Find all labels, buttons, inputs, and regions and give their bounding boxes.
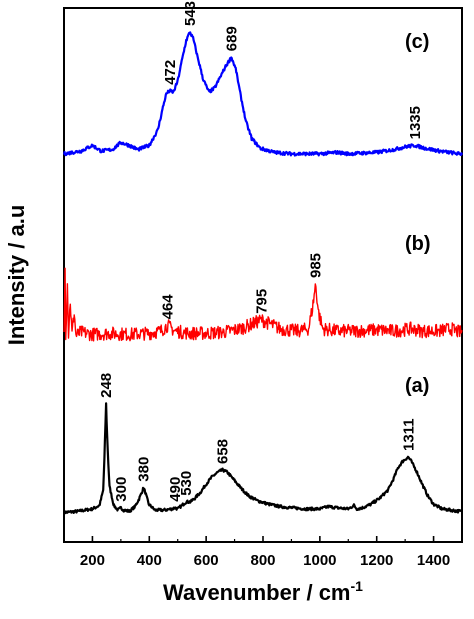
panel-label: (c) bbox=[405, 31, 429, 53]
peak-label: 543 bbox=[182, 1, 199, 26]
x-tick-label: 1200 bbox=[360, 552, 393, 569]
x-tick-label: 600 bbox=[194, 552, 219, 569]
peak-label: 1311 bbox=[400, 418, 417, 451]
panel-label: (a) bbox=[405, 375, 429, 397]
peak-label: 380 bbox=[136, 457, 153, 482]
panel-labels: (a) (b) (c) bbox=[405, 31, 431, 397]
y-axis-title: Intensity / a.u bbox=[4, 205, 29, 346]
peak-label: 490 bbox=[167, 477, 184, 502]
peak-label: 689 bbox=[223, 26, 240, 51]
peak-label: 795 bbox=[254, 289, 271, 314]
x-tick-label: 800 bbox=[250, 552, 275, 569]
x-tick-label: 1000 bbox=[303, 552, 336, 569]
x-axis-title-superscript: -1 bbox=[351, 578, 364, 594]
panel-label: (b) bbox=[405, 233, 431, 255]
peak-label: 300 bbox=[113, 477, 130, 502]
peak-label: 1335 bbox=[407, 106, 424, 139]
peak-label: 985 bbox=[308, 253, 325, 278]
x-tick-label: 1400 bbox=[417, 552, 450, 569]
peak-label: 658 bbox=[215, 439, 232, 464]
series-line-a bbox=[62, 402, 464, 515]
peak-label: 530 bbox=[178, 471, 195, 496]
x-axis-ticks: 200 400 600 800 1000 1200 1400 bbox=[63, 536, 463, 569]
series-layer bbox=[62, 31, 464, 515]
peak-label: 464 bbox=[160, 294, 177, 320]
series-line-b bbox=[63, 267, 463, 342]
peak-label: 248 bbox=[98, 373, 115, 398]
x-tick-label: 400 bbox=[137, 552, 162, 569]
x-axis-title: Wavenumber / cm-1 bbox=[163, 578, 363, 605]
x-tick-label: 200 bbox=[80, 552, 105, 569]
x-axis-title-text: Wavenumber / cm bbox=[163, 580, 350, 605]
series-line-c bbox=[62, 31, 464, 157]
peak-label: 472 bbox=[162, 60, 179, 85]
